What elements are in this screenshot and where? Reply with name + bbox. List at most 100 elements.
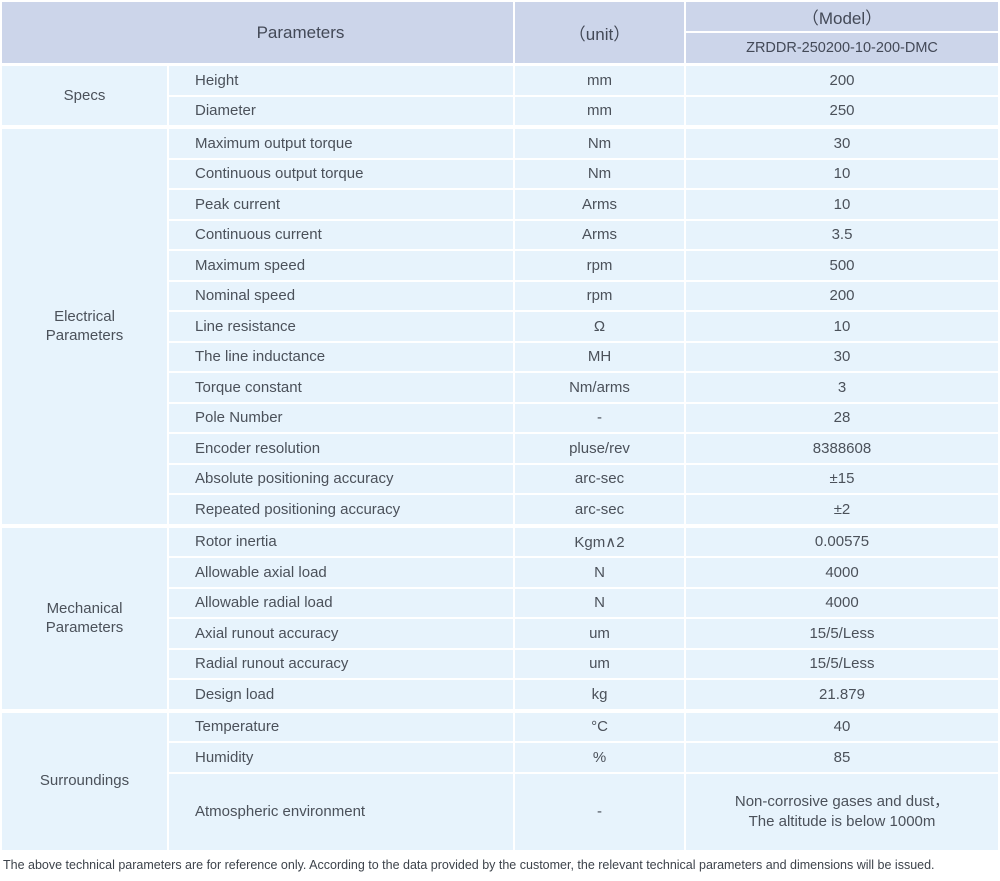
value-cell: 0.00575	[686, 527, 998, 556]
unit-cell: N	[515, 558, 684, 587]
table-header: Parameters （unit） （Model） ZRDDR-250200-1…	[2, 2, 998, 63]
table-row: Peak current Arms 10	[169, 190, 998, 219]
value-cell: 30	[686, 342, 998, 371]
unit-cell: N	[515, 588, 684, 617]
param-name-cell: Rotor inertia	[169, 527, 513, 556]
param-name-cell: Absolute positioning accuracy	[169, 464, 513, 493]
section-rows: Height mm 200 Diameter mm 250	[169, 66, 998, 125]
group-label-line: Parameters	[45, 327, 124, 345]
group-label-line: Electrical	[54, 308, 115, 326]
param-name-cell: Height	[169, 66, 513, 95]
value-cell: 15/5/Less	[686, 619, 998, 648]
group-label-line: Surroundings	[39, 772, 130, 790]
param-name-cell: Continuous output torque	[169, 159, 513, 188]
value-cell: 3.5	[686, 220, 998, 249]
table-row: Axial runout accuracy um 15/5/Less	[169, 619, 998, 648]
table-row: Radial runout accuracy um 15/5/Less	[169, 649, 998, 678]
value-cell: 10	[686, 190, 998, 219]
param-name-cell: Diameter	[169, 96, 513, 125]
value-cell: 200	[686, 66, 998, 95]
group-label-line: Mechanical	[46, 599, 123, 617]
table-body: Specs Height mm 200 Diameter mm 250 Elec…	[2, 66, 998, 850]
value-cell: ±15	[686, 464, 998, 493]
table-row: Encoder resolution pluse/rev 8388608	[169, 434, 998, 463]
value-cell: 30	[686, 129, 998, 158]
table-row: Allowable axial load N 4000	[169, 558, 998, 587]
param-name-cell: Pole Number	[169, 403, 513, 432]
param-name-cell: Maximum speed	[169, 251, 513, 280]
param-name-cell: Line resistance	[169, 312, 513, 341]
table-row: Absolute positioning accuracy arc-sec ±1…	[169, 464, 998, 493]
table-section: Specs Height mm 200 Diameter mm 250	[2, 66, 998, 125]
value-cell: 10	[686, 312, 998, 341]
unit-cell: Kgm∧2	[515, 527, 684, 556]
unit-cell: rpm	[515, 281, 684, 310]
table-row: Diameter mm 250	[169, 96, 998, 125]
param-name-cell: Allowable axial load	[169, 558, 513, 587]
value-cell: 8388608	[686, 434, 998, 463]
value-cell: 250	[686, 96, 998, 125]
value-cell: 500	[686, 251, 998, 280]
value-line: Non-corrosive gases and dust，	[734, 793, 950, 810]
value-cell: 85	[686, 743, 998, 772]
unit-cell: mm	[515, 66, 684, 95]
table-row: Line resistance Ω 10	[169, 312, 998, 341]
param-name-cell: Design load	[169, 680, 513, 709]
unit-cell: arc-sec	[515, 495, 684, 524]
table-row: Height mm 200	[169, 66, 998, 95]
table-row: Torque constant Nm/arms 3	[169, 373, 998, 402]
table-row: The line inductance MH 30	[169, 342, 998, 371]
param-name-cell: Encoder resolution	[169, 434, 513, 463]
unit-cell: um	[515, 649, 684, 678]
table-row: Atmospheric environment - Non-corrosive …	[169, 773, 998, 850]
unit-cell: Ω	[515, 312, 684, 341]
group-cell: Specs	[2, 66, 167, 125]
unit-cell: mm	[515, 96, 684, 125]
section-rows: Temperature °C 40 Humidity % 85 Atmosphe…	[169, 712, 998, 850]
param-name-cell: Torque constant	[169, 373, 513, 402]
unit-cell: kg	[515, 680, 684, 709]
section-rows: Maximum output torque Nm 30 Continuous o…	[169, 129, 998, 524]
param-name-cell: The line inductance	[169, 342, 513, 371]
unit-cell: rpm	[515, 251, 684, 280]
param-name-cell: Radial runout accuracy	[169, 649, 513, 678]
param-name-cell: Continuous current	[169, 220, 513, 249]
table-row: Allowable radial load N 4000	[169, 588, 998, 617]
header-model-label: （Model）	[686, 2, 998, 31]
unit-cell: pluse/rev	[515, 434, 684, 463]
table-row: Temperature °C 40	[169, 712, 998, 741]
value-cell: ±2	[686, 495, 998, 524]
unit-cell: %	[515, 743, 684, 772]
param-name-cell: Maximum output torque	[169, 129, 513, 158]
unit-cell: -	[515, 773, 684, 850]
table-row: Humidity % 85	[169, 743, 998, 772]
value-line: The altitude is below 1000m	[748, 812, 936, 830]
value-cell: 200	[686, 281, 998, 310]
table-row: Pole Number - 28	[169, 403, 998, 432]
param-name-cell: Humidity	[169, 743, 513, 772]
table-row: Repeated positioning accuracy arc-sec ±2	[169, 495, 998, 524]
footer-note: The above technical parameters are for r…	[3, 857, 935, 872]
param-name-cell: Nominal speed	[169, 281, 513, 310]
param-name-cell: Repeated positioning accuracy	[169, 495, 513, 524]
table-row: Nominal speed rpm 200	[169, 281, 998, 310]
table-row: Maximum speed rpm 500	[169, 251, 998, 280]
param-name-cell: Temperature	[169, 712, 513, 741]
table-row: Design load kg 21.879	[169, 680, 998, 709]
group-cell: Surroundings	[2, 712, 167, 850]
value-cell: 40	[686, 712, 998, 741]
value-cell: 21.879	[686, 680, 998, 709]
param-name-cell: Axial runout accuracy	[169, 619, 513, 648]
unit-cell: -	[515, 403, 684, 432]
table-row: Continuous current Arms 3.5	[169, 220, 998, 249]
unit-cell: um	[515, 619, 684, 648]
unit-cell: MH	[515, 342, 684, 371]
value-cell: 3	[686, 373, 998, 402]
value-cell: 4000	[686, 588, 998, 617]
value-cell: 28	[686, 403, 998, 432]
header-unit: （unit）	[515, 2, 684, 63]
group-cell: Mechanical Parameters	[2, 527, 167, 709]
unit-cell: Arms	[515, 220, 684, 249]
unit-cell: Arms	[515, 190, 684, 219]
